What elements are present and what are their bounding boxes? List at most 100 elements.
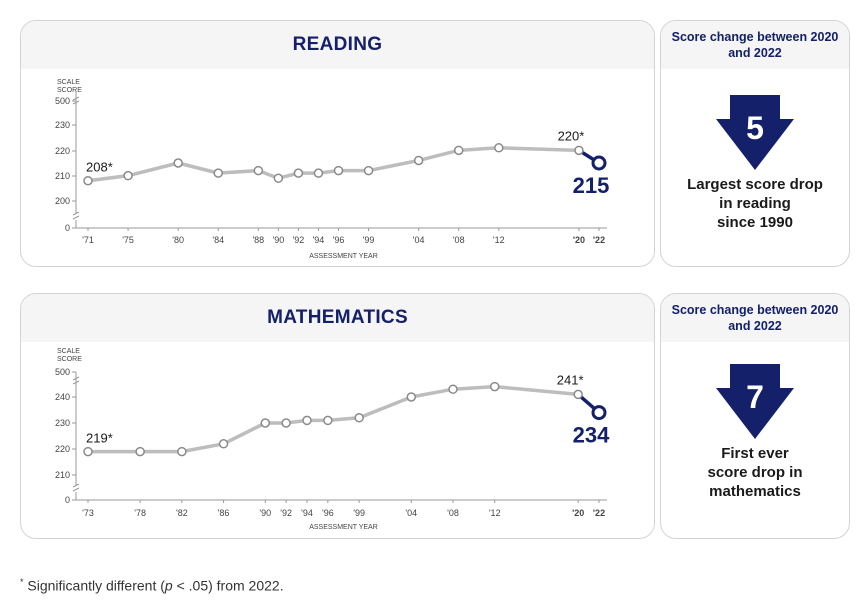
series-line bbox=[87, 146, 580, 183]
y-tick-label: 210 bbox=[55, 470, 70, 480]
reading-score-change-card: Score change between 2020 and 2022 5 Lar… bbox=[660, 20, 850, 267]
data-point bbox=[453, 145, 464, 156]
mathematics-side-title: Score change between 2020 and 2022 bbox=[671, 303, 839, 333]
reading-change-description: Largest score drop in reading since 1990 bbox=[661, 175, 849, 232]
data-point bbox=[489, 381, 500, 392]
data-point bbox=[333, 165, 344, 176]
x-tick-label: '22 bbox=[593, 235, 605, 245]
footnote-italic: p bbox=[164, 577, 173, 594]
x-tick-label: '88 bbox=[252, 235, 264, 245]
mathematics-panel-header: MATHEMATICS bbox=[21, 294, 654, 342]
y-tick-label: 0 bbox=[65, 495, 70, 505]
data-point bbox=[281, 418, 291, 428]
reading-change-value: 5 bbox=[746, 110, 764, 146]
x-tick-label: '20 bbox=[573, 235, 585, 245]
down-arrow-icon: 7 bbox=[716, 364, 794, 439]
mathematics-desc-line-1: First ever bbox=[721, 445, 789, 462]
x-tick-label: '12 bbox=[493, 235, 505, 245]
data-point bbox=[313, 168, 324, 178]
x-tick-label: '75 bbox=[122, 235, 134, 245]
data-label-latest: 215 bbox=[573, 173, 610, 198]
data-label: 208* bbox=[86, 160, 113, 175]
mathematics-change-value: 7 bbox=[746, 379, 764, 415]
x-tick-label: '71 bbox=[82, 235, 94, 245]
data-point bbox=[177, 446, 187, 457]
data-point bbox=[218, 439, 229, 449]
y-tick-label: 500 bbox=[55, 367, 70, 377]
footnote-pre: Significantly different ( bbox=[23, 577, 165, 594]
footnote: * Significantly different (p < .05) from… bbox=[20, 577, 284, 594]
mathematics-desc-line-3: mathematics bbox=[709, 483, 801, 500]
data-point bbox=[273, 173, 284, 183]
x-tick-label: '73 bbox=[82, 508, 94, 518]
reading-desc-line-1: Largest score drop bbox=[687, 176, 823, 193]
x-tick-label: '08 bbox=[447, 508, 459, 518]
x-tick-label: '99 bbox=[363, 235, 375, 245]
data-point bbox=[354, 413, 364, 423]
data-point bbox=[574, 145, 584, 156]
data-point bbox=[591, 405, 607, 421]
x-tick-label: '08 bbox=[453, 235, 465, 245]
x-tick-label: '92 bbox=[293, 235, 305, 245]
data-point bbox=[413, 155, 424, 166]
x-tick-label: '94 bbox=[313, 235, 325, 245]
x-tick-label: '78 bbox=[134, 508, 146, 518]
x-tick-label: '04 bbox=[405, 508, 417, 518]
x-tick-label: '86 bbox=[218, 508, 230, 518]
y-tick-label: 230 bbox=[55, 418, 70, 428]
data-point bbox=[123, 170, 133, 181]
data-point bbox=[448, 384, 458, 394]
mathematics-score-change-card: Score change between 2020 and 2022 7 Fir… bbox=[660, 293, 850, 539]
x-tick-label: '84 bbox=[212, 235, 224, 245]
data-point bbox=[591, 155, 607, 171]
data-point bbox=[83, 175, 93, 186]
reading-desc-line-3: since 1990 bbox=[717, 214, 793, 231]
y-tick-label: 220 bbox=[55, 146, 70, 156]
x-tick-label: '12 bbox=[489, 508, 501, 518]
scale-label-line-1: SCALE bbox=[57, 348, 80, 355]
scale-label-line-1: SCALE bbox=[57, 79, 80, 86]
x-tick-label: '96 bbox=[322, 508, 334, 518]
y-axis-break bbox=[72, 483, 80, 492]
x-tick-label: '20 bbox=[572, 508, 584, 518]
x-tick-label: '99 bbox=[353, 508, 365, 518]
data-point bbox=[173, 158, 183, 168]
reading-side-title: Score change between 2020 and 2022 bbox=[671, 30, 839, 60]
data-point bbox=[83, 446, 93, 457]
footnote-mark: * bbox=[20, 577, 24, 587]
data-point bbox=[302, 415, 312, 426]
data-label: 241* bbox=[557, 372, 584, 387]
x-tick-label: '90 bbox=[259, 508, 271, 518]
reading-chart-title: READING bbox=[292, 34, 383, 55]
x-tick-label: '94 bbox=[301, 508, 313, 518]
y-tick-label: 240 bbox=[55, 392, 70, 402]
data-point bbox=[323, 415, 333, 426]
y-tick-label: 200 bbox=[55, 196, 70, 206]
mathematics-chart-panel: MATHEMATICS SCALE SCORE 0 210 220 230 240 500 '7… bbox=[20, 293, 655, 539]
x-tick-label: '80 bbox=[172, 235, 184, 245]
x-tick-label: '90 bbox=[273, 235, 285, 245]
data-point bbox=[363, 165, 374, 176]
x-tick-label: '92 bbox=[280, 508, 292, 518]
y-tick-label: 210 bbox=[55, 171, 70, 181]
reading-side-header: Score change between 2020 and 2022 bbox=[661, 21, 849, 69]
x-axis-title: ASSESSMENT YEAR bbox=[309, 253, 378, 260]
data-label-latest: 234 bbox=[573, 423, 610, 448]
y-tick-label: 230 bbox=[55, 120, 70, 130]
x-axis-title: ASSESSMENT YEAR bbox=[309, 524, 378, 531]
scale-label-line-2: SCORE bbox=[57, 356, 82, 363]
data-point bbox=[293, 168, 304, 178]
mathematics-change-description: First ever score drop in mathematics bbox=[661, 444, 849, 501]
x-tick-label: '22 bbox=[593, 508, 605, 518]
data-point bbox=[494, 143, 504, 153]
y-axis-break-top bbox=[72, 96, 80, 105]
data-label: 219* bbox=[86, 431, 113, 446]
x-tick-label: '82 bbox=[176, 508, 188, 518]
y-axis-break-top bbox=[72, 376, 80, 385]
mathematics-desc-line-2: score drop in bbox=[707, 464, 803, 481]
data-point bbox=[253, 165, 264, 176]
scale-label-line-2: SCORE bbox=[57, 87, 82, 94]
data-label: 220* bbox=[558, 128, 585, 143]
